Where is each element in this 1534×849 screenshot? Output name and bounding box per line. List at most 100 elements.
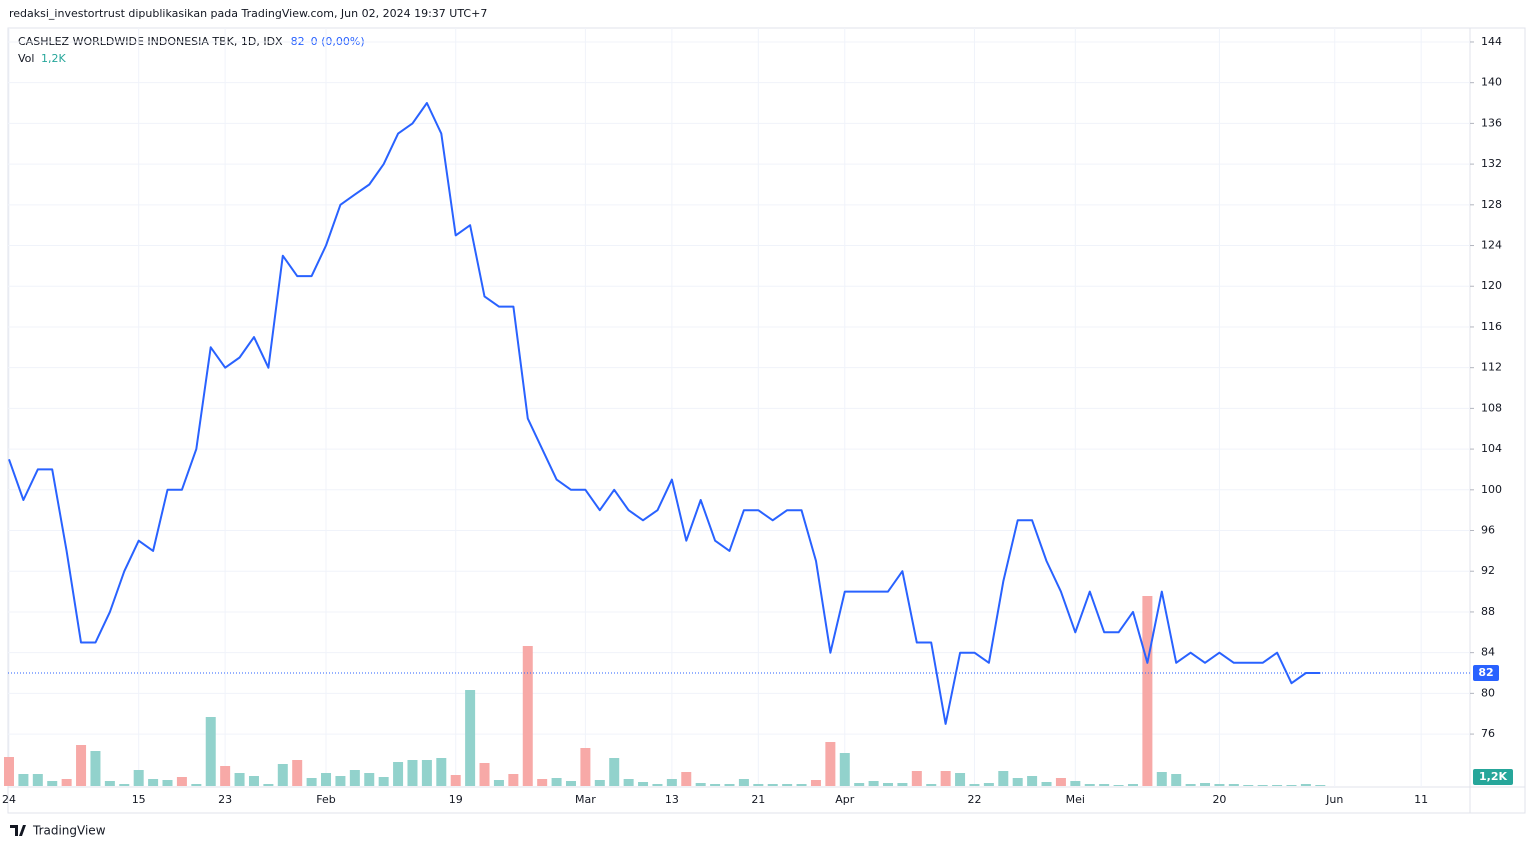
x-tick-label: Feb <box>316 793 335 806</box>
volume-bar <box>436 758 447 786</box>
price-line <box>8 102 1321 725</box>
volume-bar <box>681 772 692 786</box>
grid <box>8 28 1470 787</box>
volume-bar <box>1228 784 1239 786</box>
volume-bar <box>220 766 231 786</box>
x-tick-label: Mar <box>575 793 596 806</box>
y-tick-label: 96 <box>1481 524 1495 537</box>
x-tick-label: 11 <box>1414 793 1428 806</box>
volume-bar <box>1300 784 1311 786</box>
y-tick-label: 80 <box>1481 686 1495 699</box>
volume-bar <box>738 779 749 786</box>
volume-bar <box>623 779 634 786</box>
volume-bar <box>393 762 404 786</box>
volume-bar <box>321 773 332 786</box>
volume-bar <box>119 784 130 786</box>
volume-bar <box>854 783 865 786</box>
volume-bar <box>335 776 346 786</box>
volume-bar <box>465 690 476 786</box>
x-tick-label: Jun <box>1325 793 1343 806</box>
volume-bar <box>18 774 29 786</box>
volume-bar <box>1084 784 1095 786</box>
volume-bar <box>825 742 836 786</box>
volume-bar <box>508 774 519 786</box>
volume-bar <box>911 771 922 786</box>
volume-bar <box>522 646 533 786</box>
y-tick-label: 88 <box>1481 605 1495 618</box>
volume-bar <box>1113 785 1124 786</box>
volume-bar <box>1257 785 1268 786</box>
y-tick-label: 136 <box>1481 116 1502 129</box>
y-tick-label: 128 <box>1481 198 1502 211</box>
volume-bar <box>969 784 980 786</box>
volume-bar <box>782 784 793 786</box>
y-tick-label: 104 <box>1481 442 1502 455</box>
y-tick-label: 112 <box>1481 361 1502 374</box>
volume-bar <box>1099 784 1110 786</box>
volume-bar <box>176 777 187 786</box>
volume-bar <box>47 781 58 786</box>
x-tick-label: 22 <box>967 793 981 806</box>
volume-bar <box>868 781 879 786</box>
volume-bar <box>1185 784 1196 786</box>
volume-bar <box>695 783 706 786</box>
volume-legend-name: Vol <box>18 52 34 65</box>
volume-bar <box>306 778 317 786</box>
x-tick-label: Apr <box>835 793 855 806</box>
volume-bar <box>1070 781 1081 786</box>
volume-bar <box>32 774 43 786</box>
volume-bar <box>1027 776 1038 786</box>
footer-text: TradingView <box>32 824 106 838</box>
volume-bar <box>364 773 375 786</box>
y-tick-label: 84 <box>1481 646 1495 659</box>
last-volume-label: 1,2K <box>1479 770 1507 783</box>
volume-bar <box>594 780 605 786</box>
volume-bar <box>479 763 490 786</box>
volume-bar <box>1012 778 1023 786</box>
volume-bar <box>1315 785 1326 786</box>
volume-bar <box>955 773 966 786</box>
volume-bar <box>652 784 663 786</box>
last-price-box <box>1473 665 1499 682</box>
x-tick-label: Mei <box>1066 793 1085 806</box>
x-tick-label: 19 <box>449 793 463 806</box>
volume-bar <box>234 773 245 786</box>
volume-bar <box>292 760 303 786</box>
volume-bar <box>1156 772 1167 786</box>
volume-bar <box>666 779 677 786</box>
volume-bar <box>76 745 87 786</box>
volume-bar <box>104 781 115 786</box>
y-tick-label: 108 <box>1481 401 1502 414</box>
x-tick-label: 15 <box>132 793 146 806</box>
y-tick-label: 100 <box>1481 483 1502 496</box>
volume-bar <box>162 780 173 786</box>
y-tick-label: 92 <box>1481 564 1495 577</box>
volume-bar <box>205 717 216 786</box>
volume-bar <box>940 771 951 786</box>
volume-bar <box>263 784 274 786</box>
volume-bar <box>133 770 144 786</box>
y-tick-label: 144 <box>1481 35 1502 48</box>
volume-bar <box>724 784 735 786</box>
volume-bar <box>493 780 504 786</box>
header-text: redaksi_investortrust dipublikasikan pad… <box>9 7 487 20</box>
volume-bar <box>1286 785 1297 786</box>
volume-bar <box>609 758 620 786</box>
y-tick-label: 140 <box>1481 76 1502 89</box>
volume-bar <box>421 760 432 786</box>
volume-bar <box>710 784 721 786</box>
volume-bar <box>277 764 288 786</box>
volume-bar <box>998 771 1009 786</box>
volume-bar <box>1171 774 1182 786</box>
volume-bar <box>248 776 259 786</box>
volume-bar <box>551 778 562 786</box>
volume-bar <box>349 770 360 786</box>
volume-bar <box>638 782 649 786</box>
y-tick-label: 132 <box>1481 157 1502 170</box>
volume-bar <box>61 779 72 786</box>
y-tick-label: 76 <box>1481 727 1495 740</box>
volume-bar <box>450 775 461 786</box>
volume-bar <box>1142 596 1153 786</box>
volume-bar <box>580 748 591 786</box>
